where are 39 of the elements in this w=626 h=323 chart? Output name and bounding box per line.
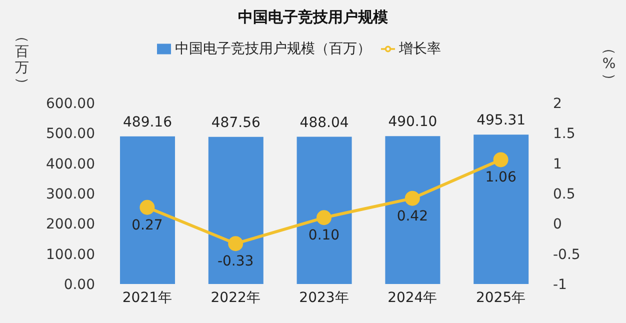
y2-tick-label: 0.5 (553, 186, 576, 202)
x-tick-label: 2022年 (210, 290, 260, 306)
data-label: 487.56 (211, 114, 260, 131)
data-label: 1.06 (485, 170, 516, 186)
y2-tick-label: 0 (553, 216, 562, 233)
y2-tick-label: 2 (553, 96, 562, 112)
data-label: 489.16 (123, 114, 172, 130)
point (493, 152, 508, 168)
data-label: 495.31 (476, 112, 526, 129)
y-tick-label: 300.00 (46, 186, 95, 202)
legend-label: 增长率 (399, 41, 441, 57)
data-label: 488.04 (300, 114, 349, 131)
y-tick-label: 200.00 (46, 216, 95, 233)
y2-tick-label: 1.5 (553, 126, 576, 142)
x-tick-label: 2023年 (299, 290, 349, 306)
data-label: 0.42 (396, 208, 428, 224)
y-axis-title: （百万） (14, 28, 30, 92)
x-tick-label: 2021年 (122, 290, 172, 306)
y2-tick-label: 1 (553, 156, 562, 172)
point (140, 200, 155, 215)
y2-axis-title: （%） (601, 40, 617, 88)
data-label: 0.27 (132, 217, 163, 234)
point (316, 210, 332, 226)
chart-title: 中国电子竞技用户规模 (237, 8, 389, 27)
data-label: -0.33 (217, 254, 254, 270)
legend-label: 中国电子竞技用户规模（百万） (175, 41, 371, 57)
y-tick-label: 400.00 (46, 156, 95, 172)
data-label: 0.10 (308, 228, 340, 244)
point (404, 190, 420, 206)
point (228, 236, 244, 252)
y-tick-label: 500.00 (46, 126, 95, 142)
data-label: 490.10 (388, 114, 438, 130)
x-tick-label: 2024年 (388, 290, 438, 306)
y2-tick-label: -1 (553, 276, 567, 293)
y-tick-label: 100.00 (46, 246, 95, 263)
y-tick-label: 0.00 (64, 276, 95, 293)
y2-tick-label: -0.5 (553, 246, 580, 263)
y-tick-label: 600.00 (46, 96, 95, 112)
x-tick-label: 2025年 (476, 290, 526, 306)
